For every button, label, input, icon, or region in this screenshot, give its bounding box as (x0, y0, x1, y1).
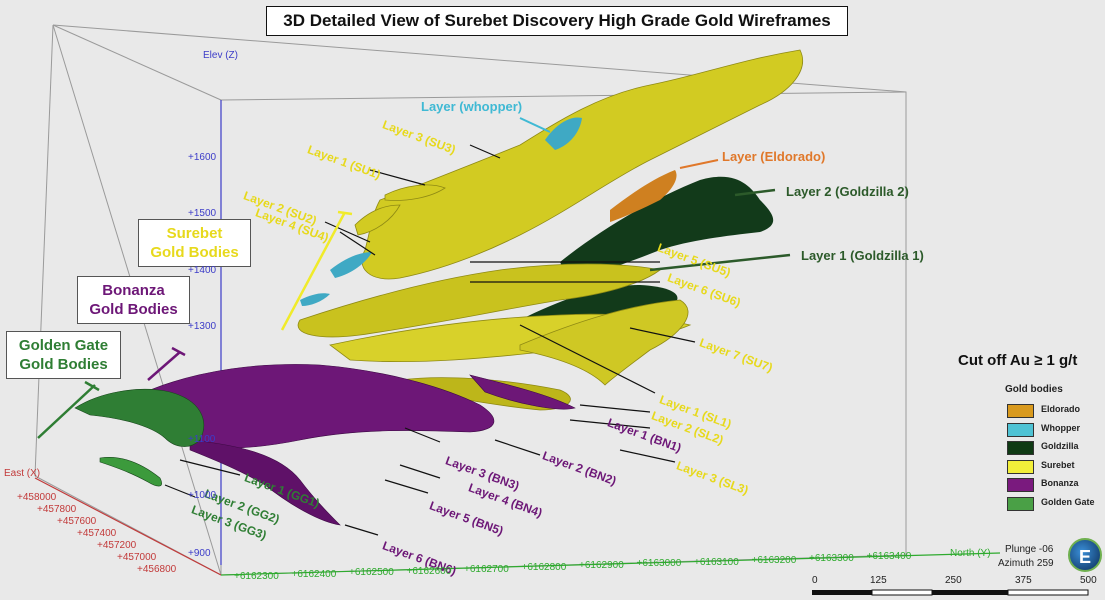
bonanza-bracket (147, 346, 186, 381)
elev-tick: +1500 (188, 208, 217, 219)
surebet-su7 (519, 299, 689, 386)
legend-swatch (1007, 422, 1034, 437)
north-tick: +6162600 (406, 565, 452, 577)
elev-tick: +1600 (188, 152, 217, 163)
cutoff-label: Cut off Au ≥ 1 g/t (958, 352, 1078, 369)
surebet-su1-thin (384, 184, 446, 201)
legend-swatch (1007, 496, 1034, 511)
elev-tick: +1400 (188, 265, 217, 276)
east-axis-line (34, 477, 222, 576)
north-tick: +6163100 (694, 556, 739, 568)
east-tick: +457600 (57, 516, 97, 527)
north-tick: +6163200 (751, 554, 797, 566)
legend-label: Whopper (1041, 422, 1080, 433)
north-tick: +6162900 (579, 560, 624, 572)
east-tick: +457000 (117, 552, 157, 563)
golden-gate-body-1 (74, 388, 205, 447)
legend-swatch (1007, 478, 1034, 492)
eldorado-arrow (679, 159, 719, 169)
goldzilla2-label: Layer 2 (Goldzilla 2) (786, 184, 909, 199)
whopper-body-small (330, 252, 372, 278)
legend-label: Goldzilla (1041, 441, 1079, 451)
scale-bar-label: 250 (945, 575, 962, 586)
surebet-group-label: Surebet Gold Bodies (138, 219, 251, 267)
elev-tick: +1000 (188, 490, 217, 501)
north-axis-label: North (Y) (950, 548, 991, 559)
east-tick: +456800 (137, 564, 177, 575)
golden-gate-bracket (37, 380, 100, 439)
north-tick: +6163300 (809, 553, 854, 564)
surebet-bracket (280, 210, 353, 331)
legend-swatch (1007, 459, 1034, 474)
east-tick: +458000 (17, 492, 57, 503)
scale-bar-label: 0 (812, 575, 818, 586)
legend-label: Eldorado (1041, 404, 1081, 414)
bonanza-bn1 (469, 374, 576, 410)
goldzilla2-arrow (734, 188, 776, 197)
east-tick: +457800 (37, 504, 77, 515)
legend-label: Surebet (1041, 459, 1075, 470)
elev-tick: +900 (188, 548, 211, 559)
annotation-arrows (164, 144, 696, 536)
bonanza-group-label: Bonanza Gold Bodies (77, 276, 190, 324)
north-tick: +6163400 (866, 551, 912, 563)
goldzilla-body (560, 176, 774, 282)
east-tick: +457200 (97, 540, 137, 551)
legend-label: Golden Gate (1041, 496, 1095, 507)
plunge-label: Plunge -06 (1005, 544, 1054, 555)
bonanza-body-lower (189, 439, 341, 526)
goldzilla1-arrow (649, 253, 791, 272)
scale-bar-label: 500 (1080, 575, 1097, 586)
north-tick: +6162400 (291, 569, 337, 581)
scale-bar (812, 589, 1089, 596)
north-tick: +6162300 (234, 571, 279, 582)
north-axis-line (220, 552, 1001, 576)
legend-swatch (1007, 404, 1034, 418)
north-tick: +6162700 (464, 563, 509, 575)
scale-bar-label: 375 (1015, 575, 1032, 586)
elev-tick: +1100 (188, 434, 216, 445)
eldorado-body (610, 170, 677, 222)
golden-gate-body-2 (99, 457, 162, 487)
surebet-main-body (361, 49, 803, 280)
north-tick: +6162800 (521, 562, 567, 573)
scale-bar-label: 125 (870, 575, 887, 586)
elev-axis-label: Elev (Z) (203, 50, 238, 61)
company-logo: E (1068, 538, 1102, 572)
azimuth-label: Azimuth 259 (998, 558, 1054, 569)
eldorado-label: Layer (Eldorado) (722, 149, 826, 164)
north-tick: +6163000 (636, 558, 682, 570)
whopper-arrow (519, 117, 551, 133)
surebet-su2-thin (354, 204, 401, 236)
north-tick: +6162500 (349, 567, 394, 579)
whopper-body-small-2 (300, 293, 330, 306)
whopper-label: Layer (whopper) (421, 99, 523, 114)
goldzilla1-label: Layer 1 (Goldzilla 1) (801, 248, 924, 263)
east-axis-label: East (X) (4, 468, 41, 479)
elev-tick: +1300 (188, 321, 217, 332)
golden-gate-group-label: Golden Gate Gold Bodies (6, 331, 121, 379)
legend-label: Bonanza (1041, 478, 1079, 488)
legend-title: Gold bodies (1005, 384, 1063, 395)
legend-swatch (1007, 441, 1034, 455)
east-tick: +457400 (77, 528, 117, 539)
figure-title: 3D Detailed View of Surebet Discovery Hi… (266, 6, 848, 36)
whopper-body (545, 117, 582, 150)
